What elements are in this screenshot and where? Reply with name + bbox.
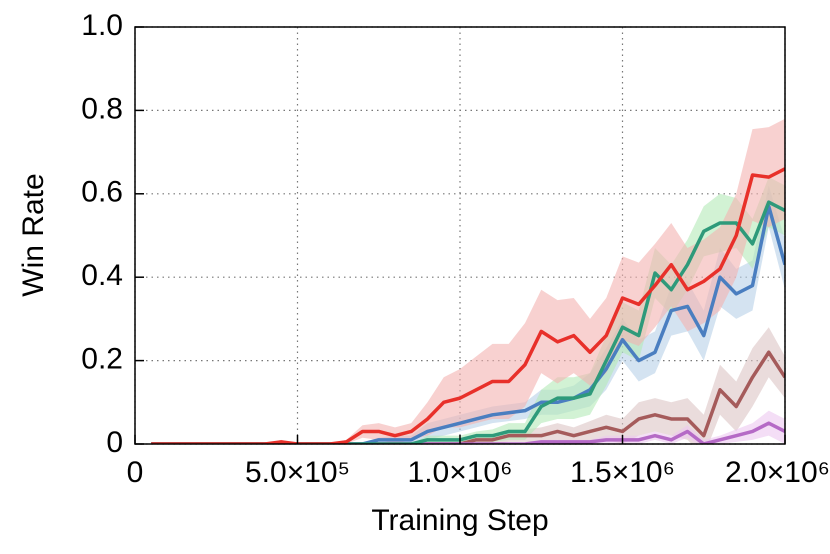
x-axis-label: Training Step: [371, 504, 548, 537]
y-tick-label: 0.6: [81, 176, 123, 209]
y-axis-label: Win Rate: [17, 173, 50, 296]
x-tick-label: 1.5×10⁶: [570, 456, 675, 489]
y-tick-label: 1.0: [81, 9, 123, 42]
x-tick-label: 1.0×10⁶: [408, 456, 513, 489]
y-tick-label: 0.8: [81, 92, 123, 125]
x-tick-label: 5.0×10⁵: [245, 456, 350, 489]
series-line: [151, 421, 785, 444]
y-tick-label: 0: [106, 426, 123, 459]
y-tick-label: 0.4: [81, 259, 123, 292]
error-band: [151, 177, 785, 444]
series-line: [151, 204, 785, 444]
x-tick-label: 2.0×10⁶: [725, 456, 830, 489]
x-tick-label: 0: [127, 456, 144, 489]
y-tick-label: 0.2: [81, 343, 123, 376]
lines: [151, 167, 785, 444]
series-line: [151, 350, 785, 444]
ticks: 0 0.2 0.4 0.6 0.8 1.0 0 5.0×10⁵ 1.0×10⁶ 1.5×10⁶ 2.…: [81, 9, 830, 489]
error-band: [151, 410, 785, 444]
series-line: [151, 167, 785, 444]
